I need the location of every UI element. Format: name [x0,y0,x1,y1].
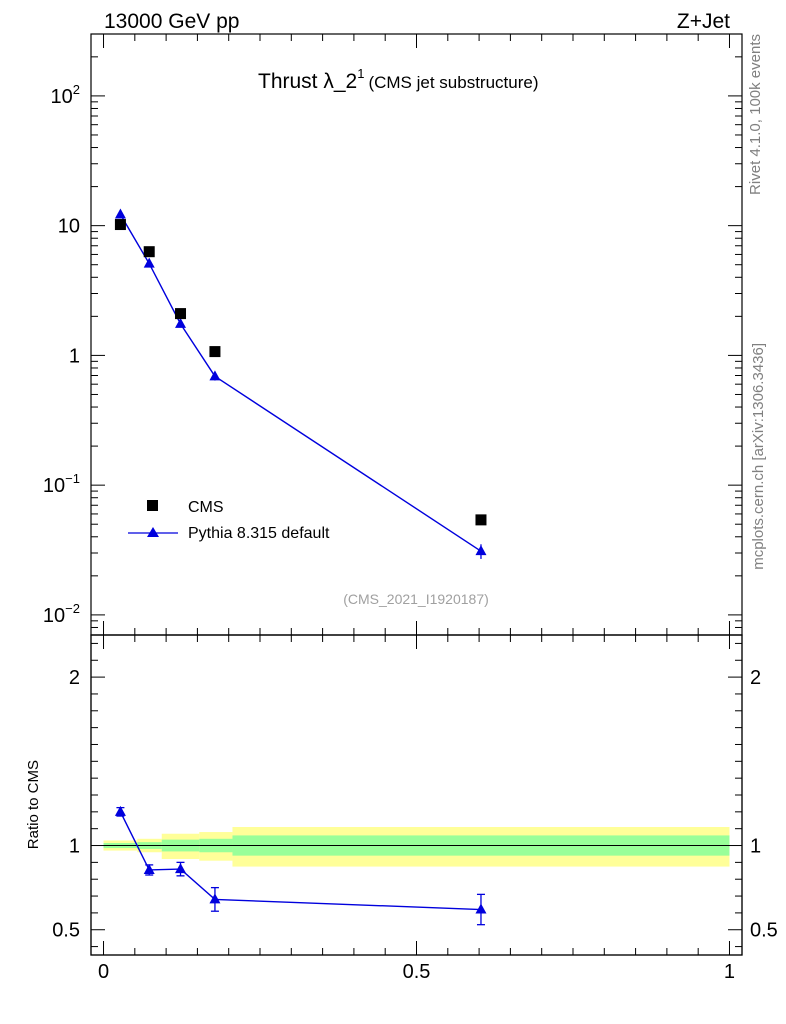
main-ytick-label: 10 [58,216,80,238]
title-superscript: 1 [357,66,364,81]
analysis-id: (CMS_2021_I1920187) [343,591,489,607]
ratio-ytick-label-right: 0.5 [750,920,778,942]
ratio-ylabel: Ratio to CMS [25,760,42,849]
ratio-uncertainty-bands [103,827,730,867]
ratio-axis-ticks: 0.5 0.5 1 1 2 2 0 0.5 1 [52,635,778,983]
main-ytick-label: 10−2 [43,601,80,627]
cms-data-point [143,246,155,258]
legend: CMS Pythia 8.315 default [128,499,330,542]
ratio-mc-point [143,863,155,874]
ratio-ytick-label-right: 2 [750,667,761,689]
ratio-frame-overlay [90,634,743,956]
cms-data-point [175,308,187,320]
ratio-ytick-label-left: 2 [69,667,80,689]
main-ytick-label: 102 [51,82,80,108]
cms-data-point [209,346,221,358]
ratio-xtick-label: 0 [98,961,109,983]
mc-point [143,257,155,268]
legend-label-mc: Pythia 8.315 default [188,525,330,542]
cms-data-point [114,219,126,231]
main-series [114,208,487,559]
ratio-ytick-label-left: 0.5 [52,920,80,942]
mc-point [175,317,187,328]
cms-data-point [475,514,487,526]
main-axis-ticks: 10−2 10−1 1 10 102 [43,33,742,636]
ratio-xtick-label: 1 [724,961,735,983]
legend-marker-cms [147,500,158,511]
ratio-xtick-label: 0.5 [403,961,431,983]
plot-title: Thrust λ_21 (CMS jet substructure) [258,66,539,93]
ratio-mc-point [175,863,187,874]
ratio-panel: 0.5 0.5 1 1 2 2 0 0.5 1 Ratio to CMS [25,634,778,983]
main-frame [90,33,743,636]
main-ytick-label: 1 [69,345,80,367]
title-suffix: (CMS jet substructure) [368,73,538,92]
title-main: Thrust λ_2 [258,70,357,93]
legend-marker-mc [147,527,159,537]
ratio-mc-point [114,805,126,816]
ratio-ytick-label-left: 1 [69,836,80,858]
rivet-version-label: Rivet 4.1.0, 100k events [747,34,764,195]
legend-label-cms: CMS [188,499,224,516]
mc-series-line [119,214,482,552]
energy-label: 13000 GeV pp [104,10,239,33]
mcplots-label: mcplots.cern.ch [arXiv:1306.3436] [750,343,767,570]
ratio-mc-point [475,903,487,914]
ratio-series [114,805,487,926]
ratio-mc-point [209,893,221,904]
mc-point [475,545,487,556]
mc-point [209,370,221,381]
main-ytick-label: 10−1 [43,471,80,497]
ratio-ytick-label-right: 1 [750,836,761,858]
mc-point [114,208,126,219]
process-label: Z+Jet [677,10,730,33]
